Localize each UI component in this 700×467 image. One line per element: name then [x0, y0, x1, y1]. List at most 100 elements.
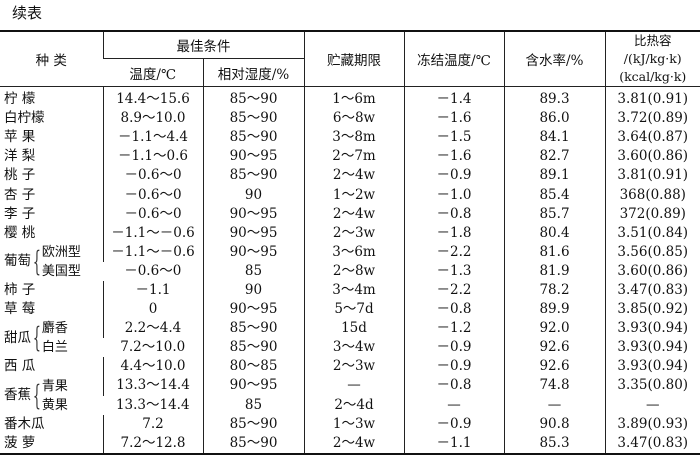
cell-freezing-temp: －2.2 — [403, 242, 504, 262]
cell-humidity: 90～95 — [202, 300, 304, 320]
cell-storage-period: 2～8w — [303, 261, 404, 281]
cell-water-content: 90.8 — [503, 414, 605, 434]
cell-storage-period: 3～8m — [303, 128, 404, 148]
subtype-name: 麝香 — [41, 321, 68, 337]
cell-species: 柿 子 — [4, 281, 36, 298]
table-row: 洋 梨 －1.1～0.6 90～95 2～7m －1.6 82.7 3.60(0.86) — [0, 147, 700, 167]
cell-species: 柠 檬 — [4, 91, 36, 108]
cell-temperature: －0.6～0 — [102, 185, 203, 205]
cell-species: 樱 桃 — [4, 224, 36, 241]
cell-water-content: 85.4 — [503, 185, 605, 205]
cell-storage-period: 1～2w — [303, 185, 404, 205]
cell-humidity: 90～95 — [202, 147, 304, 167]
cell-species: 西 瓜 — [4, 358, 36, 375]
cell-temperature: －0.6～0 — [102, 166, 203, 186]
cell-temperature: 7.2～12.8 — [102, 433, 203, 454]
table-row: －0.6～0 85 2～8w －1.3 81.9 3.60(0.86) — [0, 261, 700, 281]
cell-specific-heat: 3.93(0.94) — [604, 319, 700, 339]
cell-water-content: 74.8 — [503, 376, 605, 396]
cell-freezing-temp: －0.8 — [403, 204, 504, 224]
header-best-conditions: 最佳条件 — [102, 31, 304, 59]
cell-species: 草 莓 — [4, 301, 36, 318]
cell-humidity: 80～85 — [202, 357, 304, 377]
cell-species: 菠 萝 — [4, 434, 36, 451]
cell-freezing-temp: －1.2 — [403, 319, 504, 339]
cell-species: 桃 子 — [4, 167, 36, 184]
cell-water-content: 89.3 — [503, 86, 605, 110]
table-row: 苹 果 －1.1～4.4 85～90 3～8m －1.5 84.1 3.64(0.87) — [0, 128, 700, 148]
cell-humidity: 90～95 — [202, 376, 304, 396]
cell-freezing-temp: －0.8 — [403, 376, 504, 396]
cell-water-content: 85.7 — [503, 204, 605, 224]
cell-temperature: －0.6～0 — [102, 204, 203, 224]
cell-humidity: 85 — [202, 395, 304, 415]
cell-humidity: 85～90 — [202, 128, 304, 148]
cell-storage-period: 2～4w — [303, 204, 404, 224]
cell-species-group: 葡萄{欧洲型 美国型 — [0, 243, 103, 281]
table-row: 杏 子 －0.6～0 90 1～2w －1.0 85.4 368(0.88) — [0, 185, 700, 205]
header-humidity: 相对湿度/% — [202, 58, 304, 87]
header-freezing-temp: 冻结温度/℃ — [403, 31, 504, 87]
table-row: 13.3～14.4 85 2～4d — — — — [0, 395, 700, 415]
subtype-name: 欧洲型 — [41, 244, 81, 260]
cell-freezing-temp: －0.9 — [403, 357, 504, 377]
cell-storage-period: 2～4d — [303, 395, 404, 415]
cell-species: 杏 子 — [4, 186, 36, 203]
cell-humidity: 90～95 — [202, 204, 304, 224]
cell-species: 洋 梨 — [4, 148, 36, 165]
cell-specific-heat: 3.81(0.91) — [604, 86, 700, 110]
cell-freezing-temp: －0.9 — [403, 166, 504, 186]
cell-specific-heat: 3.51(0.84) — [604, 223, 700, 243]
brace: { — [32, 378, 41, 412]
table-row: 7.2～10.0 85～90 3～4w －0.9 92.6 3.93(0.94) — [0, 338, 700, 358]
cell-temperature: －1.1～0.6 — [102, 147, 203, 167]
cell-water-content: 86.0 — [503, 109, 605, 129]
cell-humidity: 90～95 — [202, 223, 304, 243]
table-row: 草 莓 0 90～95 5～7d －0.8 89.9 3.85(0.92) — [0, 300, 700, 320]
cell-storage-period: 3～4w — [303, 338, 404, 358]
cell-specific-heat: 3.81(0.91) — [604, 166, 700, 186]
cell-water-content: 81.9 — [503, 261, 605, 281]
cell-species-group: 香蕉{青果 黄果 — [0, 376, 103, 414]
cell-water-content: 92.6 — [503, 338, 605, 358]
cell-specific-heat: 3.93(0.94) — [604, 357, 700, 377]
heat-label: 比热容 — [633, 33, 672, 48]
cell-freezing-temp: －1.8 — [403, 223, 504, 243]
cell-water-content: 92.0 — [503, 319, 605, 339]
header-species: 种 类 — [0, 31, 103, 87]
cell-species-group: 甜瓜{麝香 白兰 — [0, 319, 103, 357]
cell-water-content: 89.1 — [503, 166, 605, 186]
cell-freezing-temp: －1.5 — [403, 128, 504, 148]
table-row: 柿 子 －1.1 90 3～4m －2.2 78.2 3.47(0.83) — [0, 280, 700, 301]
cell-species: 白柠檬 — [4, 110, 45, 127]
cell-freezing-temp: －1.0 — [403, 185, 504, 205]
cell-humidity: 90～95 — [202, 242, 304, 262]
table-row: 白柠檬 8.9～10.0 85～90 6～8w －1.6 86.0 3.72(0.89) — [0, 109, 700, 129]
cell-temperature: －1.1～－0.6 — [102, 223, 203, 243]
cell-storage-period: 6～8w — [303, 109, 404, 129]
cell-freezing-temp: －1.6 — [403, 147, 504, 167]
cell-storage-period: 2～3w — [303, 223, 404, 243]
header-temperature: 温度/℃ — [103, 58, 203, 87]
cell-specific-heat: 3.85(0.92) — [604, 300, 700, 320]
cell-storage-period: 2～7m — [303, 147, 404, 167]
brace: { — [32, 244, 41, 278]
cell-specific-heat: 3.72(0.89) — [604, 109, 700, 129]
cell-freezing-temp: －1.4 — [403, 86, 504, 110]
cell-specific-heat: 372(0.89) — [604, 204, 700, 224]
cell-storage-period: 3～6m — [303, 242, 404, 262]
cell-temperature: 8.9～10.0 — [102, 109, 203, 129]
cell-freezing-temp: －1.1 — [403, 433, 504, 454]
cell-freezing-temp: －0.9 — [403, 338, 504, 358]
cell-freezing-temp: －0.9 — [403, 414, 504, 434]
cell-freezing-temp: －2.2 — [403, 280, 504, 301]
header-water-content: 含水率/% — [503, 31, 605, 87]
table-row: 菠 萝 7.2～12.8 85～90 2～4w －1.1 85.3 3.47(0.83) — [0, 433, 700, 454]
heat-unit-kcal: (kcal/kg·k) — [619, 69, 687, 84]
cell-storage-period: 2～4w — [303, 433, 404, 454]
cell-specific-heat: 3.47(0.83) — [604, 433, 700, 454]
cell-specific-heat: 3.47(0.83) — [604, 280, 700, 301]
cell-specific-heat: 3.35(0.80) — [604, 376, 700, 396]
cell-species: 番木瓜 — [4, 415, 45, 432]
cell-freezing-temp: －1.3 — [403, 261, 504, 281]
